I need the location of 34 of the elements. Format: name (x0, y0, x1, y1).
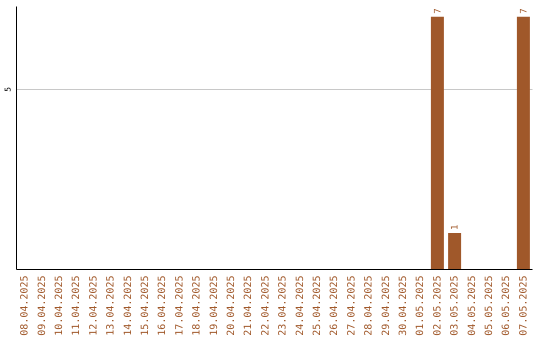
x-tick-label: 09.04.2025 (36, 276, 48, 336)
x-tick-label: 08.04.2025 (20, 276, 31, 336)
x-tick-label: 23.04.2025 (278, 276, 289, 336)
x-tick-label: 30.04.2025 (398, 276, 409, 336)
x-tick-label: 06.05.2025 (501, 276, 512, 336)
x-tick-label: 05.05.2025 (484, 276, 495, 336)
x-tick-label: 12.04.2025 (88, 276, 100, 336)
x-tick-label: 10.04.2025 (54, 276, 65, 336)
x-tick-label: 17.04.2025 (174, 276, 186, 336)
x-tick-label: 15.04.2025 (140, 276, 151, 336)
x-tick-label: 13.04.2025 (106, 276, 117, 336)
y-tick-label: 5 (4, 86, 12, 92)
x-tick-label: 26.04.2025 (329, 276, 340, 336)
data-label: 1 (450, 224, 461, 230)
x-tick-label: 16.04.2025 (157, 276, 168, 336)
x-tick-label: 21.04.2025 (243, 276, 254, 336)
x-tick-label: 11.04.2025 (71, 276, 82, 336)
x-tick-label: 07.05.2025 (518, 276, 530, 336)
x-tick-label: 19.04.2025 (208, 276, 220, 336)
x-tick-label: 03.05.2025 (450, 276, 461, 336)
data-label: 7 (433, 8, 444, 14)
x-tick-label: 24.04.2025 (294, 276, 306, 336)
x-tick-label: 25.04.2025 (312, 276, 323, 336)
x-tick-label: 28.04.2025 (364, 276, 375, 336)
x-tick-label: 29.04.2025 (380, 276, 392, 336)
x-tick-label: 22.04.2025 (260, 276, 272, 336)
x-tick-label: 27.04.2025 (346, 276, 358, 336)
x-tick-label: 20.04.2025 (226, 276, 237, 336)
x-tick-label: 18.04.2025 (192, 276, 203, 336)
x-tick-label: 04.05.2025 (466, 276, 478, 336)
x-tick-label: 01.05.2025 (415, 276, 426, 336)
x-tick-label: 02.05.2025 (432, 276, 444, 336)
data-label: 7 (519, 8, 530, 14)
x-tick-label: 14.04.2025 (122, 276, 134, 336)
